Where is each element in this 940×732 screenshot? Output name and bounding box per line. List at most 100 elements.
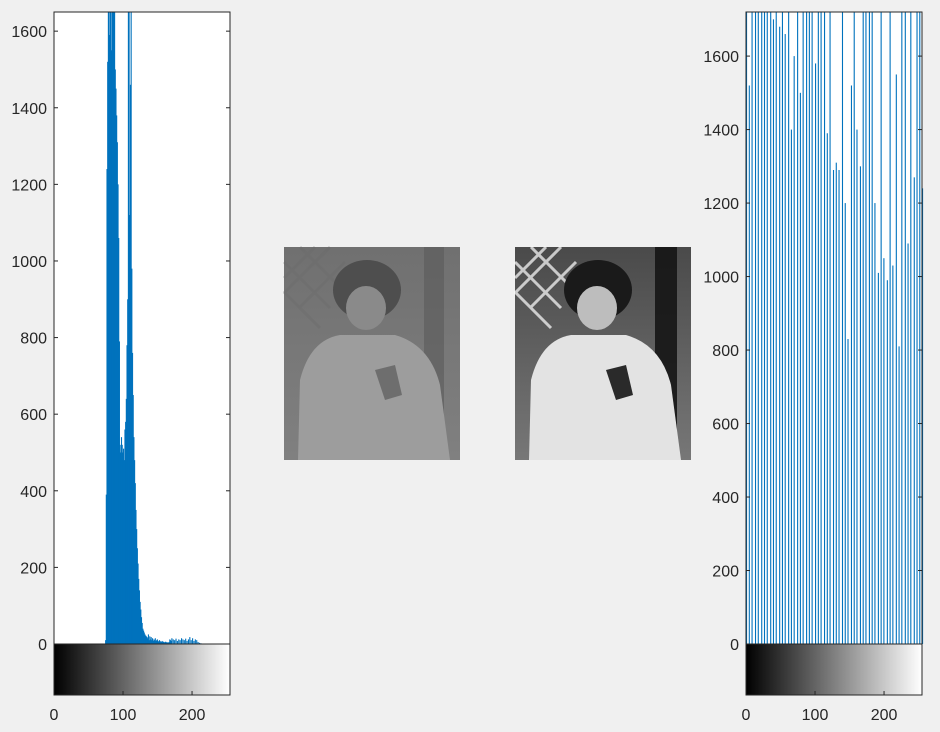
histogram-bar xyxy=(117,184,119,645)
histogram-bar xyxy=(119,444,121,644)
histogram-bar xyxy=(877,272,879,644)
histogram-bar xyxy=(874,203,876,644)
histogram-bar xyxy=(904,12,906,644)
y-tick-label: 1400 xyxy=(703,123,739,140)
histogram-bar xyxy=(151,640,153,644)
histogram-bar xyxy=(114,69,116,644)
histogram-bar xyxy=(116,115,118,645)
histogram-bar xyxy=(889,12,891,644)
histogram-bar xyxy=(149,636,151,644)
histogram-bar xyxy=(154,640,156,644)
right-colorbar xyxy=(745,643,923,696)
equalized-image xyxy=(513,245,691,460)
histogram-bar xyxy=(859,166,861,644)
histogram-bar xyxy=(154,638,156,644)
histogram-bar xyxy=(871,12,873,644)
histogram-bar xyxy=(186,640,188,644)
y-tick-label: 200 xyxy=(712,564,739,581)
x-tick-label: 100 xyxy=(802,707,829,724)
x-tick-label: 100 xyxy=(110,707,137,724)
y-tick-label: 800 xyxy=(20,331,47,348)
histogram-bar xyxy=(142,628,144,644)
histogram-bar xyxy=(838,170,840,644)
histogram-bar xyxy=(145,636,147,644)
y-tick-label: 1600 xyxy=(11,24,47,41)
y-tick-label: 1600 xyxy=(703,49,739,66)
left-y-axis-ticks: 0 200 400 600 800 1000 1200 1400 1600 xyxy=(11,24,230,654)
histogram-bar xyxy=(125,398,127,644)
histogram-bar xyxy=(126,345,128,644)
histogram-bar xyxy=(139,601,141,644)
right-histogram-bars xyxy=(746,12,924,645)
histogram-bar xyxy=(107,12,109,644)
histogram-bar xyxy=(197,642,199,644)
histogram-bar xyxy=(110,50,112,645)
histogram-bar xyxy=(913,177,915,644)
histogram-bar xyxy=(109,34,111,645)
histogram-bar xyxy=(144,634,146,644)
histogram-bar xyxy=(775,12,777,644)
histogram-bar xyxy=(131,268,133,644)
y-tick-label: 1000 xyxy=(11,254,47,271)
histogram-bar xyxy=(133,437,135,644)
histogram-bar xyxy=(856,129,858,644)
left-histogram-bars xyxy=(105,12,203,645)
histogram-bar xyxy=(171,638,173,644)
histogram-bar xyxy=(164,642,166,644)
histogram-bar xyxy=(169,639,171,644)
histogram-bar xyxy=(907,243,909,645)
y-tick-label: 1200 xyxy=(703,196,739,213)
histogram-bar xyxy=(189,637,191,644)
histogram-bar xyxy=(158,641,160,644)
histogram-bar xyxy=(193,640,195,644)
histogram-bar xyxy=(160,641,163,644)
histogram-bar xyxy=(868,12,870,644)
histogram-bar xyxy=(140,609,142,644)
histogram-bar xyxy=(182,639,184,644)
histogram-bar xyxy=(152,638,154,644)
y-tick-label: 0 xyxy=(38,637,47,654)
histogram-bar xyxy=(832,170,835,644)
histogram-bar xyxy=(136,548,138,644)
histogram-bar xyxy=(123,448,125,644)
histogram-bar xyxy=(120,437,123,644)
x-tick-label: 200 xyxy=(179,707,206,724)
histogram-bar xyxy=(111,12,114,644)
histogram-bar xyxy=(143,630,145,644)
histogram-bar xyxy=(134,483,136,644)
histogram-bar xyxy=(169,640,172,644)
left-histogram: 0 200 400 600 800 1000 1200 1400 1600 0 100 200 xyxy=(11,11,231,724)
left-colorbar xyxy=(53,643,231,696)
histogram-bar xyxy=(862,12,864,644)
histogram-bar xyxy=(770,12,772,644)
histogram-bar xyxy=(892,265,894,644)
histogram-bar xyxy=(910,12,912,644)
histogram-bar xyxy=(156,639,158,644)
histogram-bar xyxy=(108,12,110,644)
histogram-bar xyxy=(131,352,134,644)
x-tick-label: 0 xyxy=(50,707,59,724)
histogram-bar xyxy=(160,642,162,644)
histogram-bar xyxy=(844,203,846,644)
histogram-bar xyxy=(150,637,152,644)
y-tick-label: 400 xyxy=(20,484,47,501)
histogram-bar xyxy=(916,12,918,644)
y-tick-label: 1000 xyxy=(703,270,739,287)
histogram-bar xyxy=(167,642,169,644)
histogram-bar xyxy=(118,237,120,645)
histogram-bar xyxy=(886,280,888,644)
histogram-bar xyxy=(127,12,129,644)
right-histogram: 0 200 400 600 800 1000 1200 1400 1600 0 100 200 xyxy=(703,11,924,724)
histogram-bar xyxy=(122,452,124,644)
original-image xyxy=(282,245,460,460)
histogram-bar xyxy=(141,622,143,644)
histogram-bar xyxy=(826,133,828,644)
histogram-bar xyxy=(901,12,903,644)
histogram-bar xyxy=(111,12,113,644)
histogram-bar xyxy=(153,639,155,644)
histogram-bar xyxy=(751,12,753,644)
histogram-bar xyxy=(120,452,122,644)
left-x-axis-ticks: 0 100 200 xyxy=(50,691,206,724)
histogram-bar xyxy=(128,12,130,644)
